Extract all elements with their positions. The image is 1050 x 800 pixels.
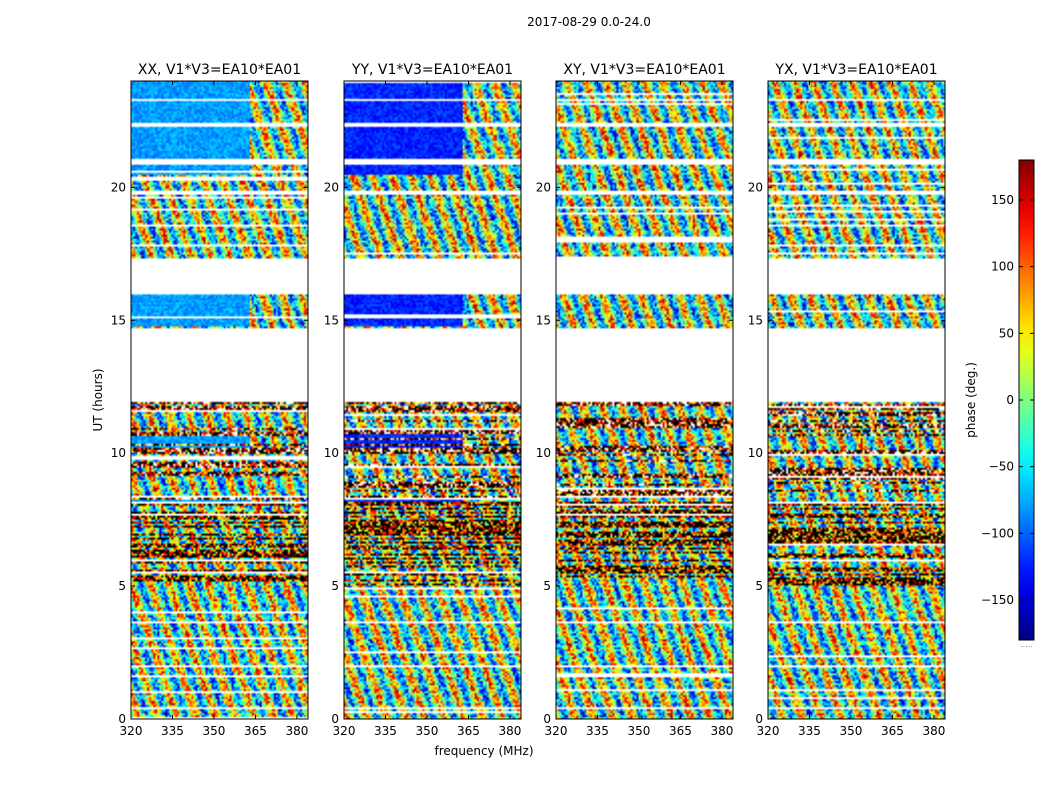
heatmap-image: [768, 81, 945, 719]
y-tick-label: 10: [111, 446, 126, 460]
x-tick-label: 320: [120, 724, 143, 738]
x-tick-label: 335: [798, 724, 821, 738]
x-tick-label: 380: [710, 724, 733, 738]
x-tick-label: 365: [457, 724, 480, 738]
y-tick-label: 15: [748, 313, 763, 327]
x-tick-label: 350: [416, 724, 439, 738]
heatmap-image: [131, 81, 308, 719]
colorbar-tick-label: −150: [981, 593, 1014, 607]
y-tick-label: 0: [118, 712, 126, 726]
panel-title: XX, V1*V3=EA10*EA01: [138, 62, 301, 78]
x-tick-label: 350: [203, 724, 226, 738]
y-tick-label: 10: [748, 446, 763, 460]
x-tick-label: 365: [244, 724, 267, 738]
x-tick-label: 380: [922, 724, 945, 738]
y-tick-label: 5: [331, 579, 339, 593]
y-tick-label: 15: [111, 313, 126, 327]
y-tick-label: 15: [536, 313, 551, 327]
panel-frame: [343, 80, 522, 720]
x-tick-label: 365: [881, 724, 904, 738]
y-tick-label: 20: [111, 180, 126, 194]
colorbar-label: phase (deg.): [964, 362, 978, 438]
panel-frame: [555, 80, 734, 720]
y-tick-label: 20: [324, 180, 339, 194]
x-tick-label: 350: [840, 724, 863, 738]
x-tick-label: 380: [498, 724, 521, 738]
x-tick-label: 335: [374, 724, 397, 738]
colorbar: 150 100 50 0 −50 −100 −150 phase (deg.).....: [964, 159, 1035, 649]
y-tick-label: 10: [536, 446, 551, 460]
panel-title: YX, V1*V3=EA10*EA01: [774, 62, 937, 78]
panel-title: XY, V1*V3=EA10*EA01: [563, 62, 725, 78]
y-tick-label: 5: [755, 579, 763, 593]
x-axis-label: frequency (MHz): [434, 744, 533, 758]
x-tick-label: 350: [628, 724, 651, 738]
heatmap-image: [344, 81, 521, 719]
colorbar-tick-label: 0: [1006, 393, 1014, 407]
y-tick-label: 0: [331, 712, 339, 726]
x-tick-label: 320: [333, 724, 356, 738]
colorbar-tick-label: 100: [991, 260, 1014, 274]
y-tick-label: 20: [748, 180, 763, 194]
y-tick-label: 0: [543, 712, 551, 726]
heatmap-image: [556, 81, 733, 719]
x-tick-label: 320: [545, 724, 568, 738]
y-tick-label: 5: [543, 579, 551, 593]
x-tick-label: 380: [285, 724, 308, 738]
panels-group: XX, V1*V3=EA10*EA01 320 335 350 365 380 0 5 10 15…: [91, 62, 946, 758]
colorbar-tick-label: 50: [999, 326, 1014, 340]
y-tick-label: 15: [324, 313, 339, 327]
colorbar-bottom-marker: .....: [1020, 640, 1033, 649]
y-tick-label: 20: [536, 180, 551, 194]
colorbar-tick-label: −50: [989, 460, 1014, 474]
y-tick-label: 0: [755, 712, 763, 726]
colorbar-tick-label: −100: [981, 526, 1014, 540]
y-axis-label: UT (hours): [91, 368, 105, 431]
y-tick-label: 10: [324, 446, 339, 460]
panel-frame: [130, 80, 309, 720]
figure-title: 2017-08-29 0.0-24.0: [527, 15, 651, 29]
x-tick-label: 320: [757, 724, 780, 738]
x-tick-label: 335: [161, 724, 184, 738]
colorbar-tick-label: 150: [991, 193, 1014, 207]
x-tick-label: 365: [669, 724, 692, 738]
x-tick-label: 335: [586, 724, 609, 738]
y-tick-label: 5: [118, 579, 126, 593]
panel-title: YY, V1*V3=EA10*EA01: [351, 62, 513, 78]
panel-frame: [767, 80, 946, 720]
